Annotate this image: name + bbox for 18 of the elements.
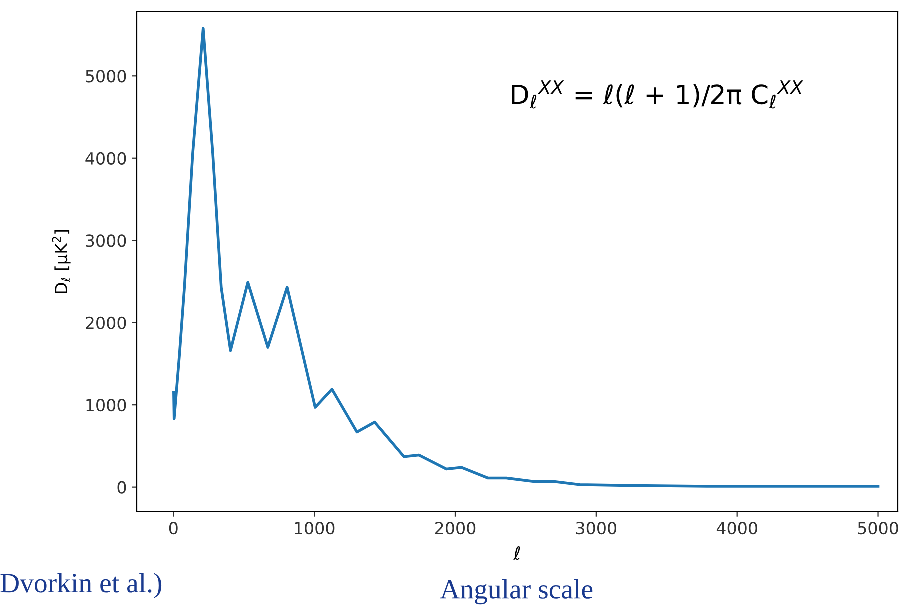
y-tick-label: 0 — [118, 481, 126, 494]
y-tick-label: 4000 — [86, 152, 126, 165]
x-tick-label: 2000 — [436, 522, 476, 535]
x-tick-label: 4000 — [716, 522, 758, 535]
x-tick-label: 3000 — [576, 522, 617, 535]
y-axis-title: D$_{ℓ}$ [μK$^{2}$] — [52, 230, 71, 294]
annotation: D$_{ℓ}$$^{XX}$ = ℓ(ℓ + 1)/2π C$_{ℓ}$$^{XX}$ — [512, 80, 804, 109]
y-tick-label: 2000 — [86, 316, 126, 330]
x-tick-label: 1000 — [295, 522, 335, 535]
text: Dvorkin et al.) — [0, 573, 162, 598]
text: Angular scale — [440, 579, 593, 605]
y-tick-label: 1000 — [86, 399, 126, 412]
x-axis-title: ℓ — [514, 546, 520, 560]
y-tick-label: 3000 — [86, 234, 126, 248]
x-tick-label: 0 — [169, 522, 178, 535]
y-tick-label: 5000 — [86, 70, 126, 83]
line-series — [172, 27, 880, 488]
x-tick-label: 5000 — [858, 522, 898, 535]
